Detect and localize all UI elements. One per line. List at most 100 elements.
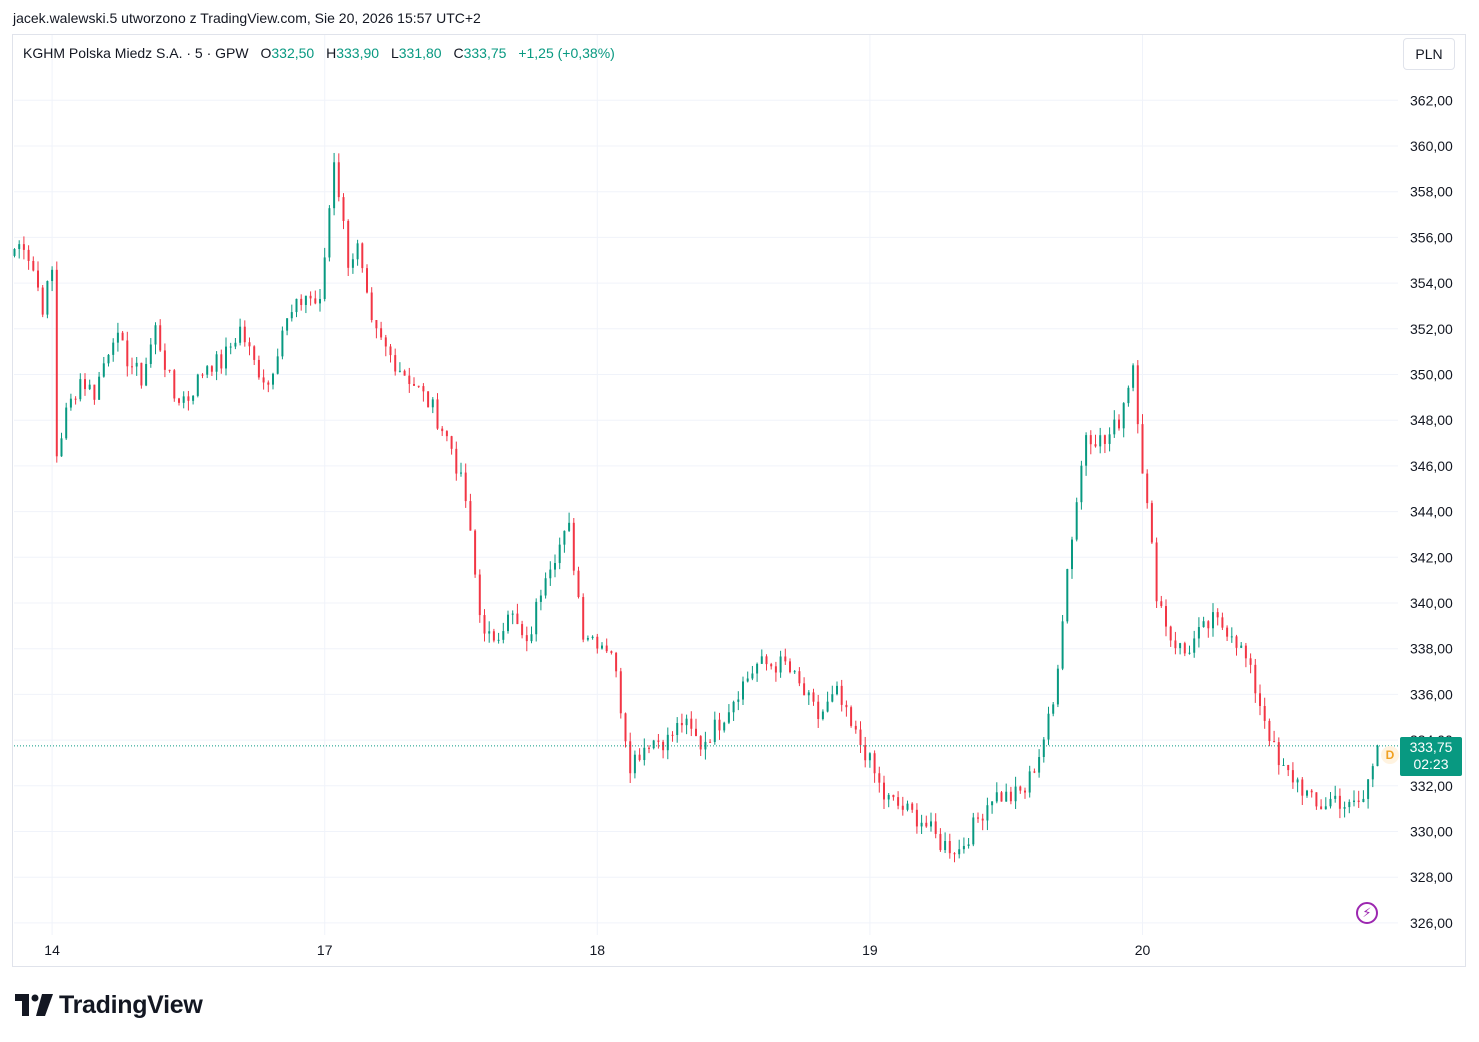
candle-body (168, 369, 171, 371)
candle (779, 650, 782, 678)
candle-body (361, 243, 364, 269)
candle (328, 205, 331, 262)
candle-body (286, 318, 289, 331)
candle-body (394, 355, 397, 372)
candle-body (253, 346, 256, 360)
candle-body (243, 326, 246, 343)
candle (135, 356, 138, 376)
candle (295, 298, 298, 318)
candle (577, 566, 580, 599)
candle-body (1235, 636, 1238, 648)
candle (1221, 612, 1224, 631)
candle-body (836, 685, 838, 695)
open-label: O (260, 45, 272, 61)
candle-body (375, 320, 378, 329)
candle-body (1362, 798, 1365, 802)
symbol-name[interactable]: KGHM Polska Miedz S.A. · 5 · GPW (23, 45, 249, 61)
candle-body (1183, 643, 1186, 654)
candle-body (384, 337, 387, 347)
candle-body (962, 845, 965, 850)
candle-body (145, 363, 148, 386)
candle-body (977, 817, 979, 819)
candle (826, 691, 829, 713)
candle (126, 331, 129, 377)
candle (323, 247, 326, 302)
candle-body (239, 326, 242, 343)
candle (1061, 614, 1064, 671)
candle (878, 766, 881, 793)
candle (1150, 500, 1153, 544)
candle-body (445, 431, 448, 437)
candle-body (248, 342, 251, 347)
candle-body (1103, 435, 1106, 444)
candle (319, 289, 321, 312)
lightning-icon[interactable]: ⚡ (1356, 902, 1378, 924)
candle-body (807, 692, 810, 696)
candle (1310, 789, 1313, 798)
candle-body (920, 822, 923, 827)
candle-body (1353, 800, 1355, 802)
candle (46, 280, 49, 319)
candle (737, 691, 740, 711)
candle (1099, 427, 1102, 454)
candle-body (615, 652, 618, 672)
candle (530, 626, 533, 644)
close-label: C (453, 45, 464, 61)
candle (398, 362, 401, 373)
candle-body (568, 522, 571, 531)
candle-body (1193, 638, 1196, 653)
candle (389, 344, 392, 363)
candle-body (366, 268, 368, 293)
candle-body (351, 259, 354, 268)
candle (854, 720, 857, 734)
currency-button[interactable]: PLN (1403, 38, 1455, 70)
candle (1179, 642, 1182, 655)
candle-body (934, 821, 937, 834)
candle (394, 348, 397, 376)
candle (163, 343, 166, 378)
candle (375, 319, 378, 339)
candle-body (530, 634, 533, 642)
candle (27, 245, 30, 270)
candle (864, 736, 867, 768)
candle-body (727, 712, 730, 723)
candle-body (347, 220, 350, 268)
candle (610, 650, 613, 655)
candle-body (60, 438, 63, 457)
candle-body (1061, 621, 1064, 669)
candle (1367, 779, 1370, 809)
candle (901, 796, 904, 816)
tradingview-logo[interactable]: TradingView (15, 990, 203, 1020)
candle (182, 391, 185, 409)
candle (1287, 764, 1290, 777)
chart-header-attribution: jacek.walewski.5 utworzono z TradingView… (13, 10, 481, 26)
candle-body (817, 701, 820, 719)
candle (831, 685, 834, 703)
candle-body (629, 741, 632, 774)
candle-body (272, 373, 274, 385)
y-tick-label: 328,00 (1410, 869, 1453, 885)
candle-body (1367, 779, 1370, 799)
candle-body (633, 754, 636, 774)
candle-body (1028, 771, 1031, 793)
candle-body (1282, 764, 1285, 766)
x-tick-label: 20 (1135, 942, 1151, 958)
candle (248, 337, 251, 356)
candle-body (497, 639, 500, 641)
dividend-badge[interactable]: D (1381, 746, 1399, 764)
candle-body (262, 377, 265, 383)
candle-body (431, 399, 434, 408)
candle-body (1338, 795, 1341, 809)
candle-body (1207, 621, 1210, 629)
candle (1009, 786, 1012, 805)
candle (582, 593, 585, 643)
candle (215, 351, 218, 381)
candle-body (1052, 704, 1055, 714)
candle-body (586, 637, 589, 640)
candle-body (680, 723, 683, 726)
candle-body (751, 673, 754, 679)
candle (121, 330, 124, 341)
candle-body (65, 407, 68, 439)
candle (793, 669, 796, 674)
